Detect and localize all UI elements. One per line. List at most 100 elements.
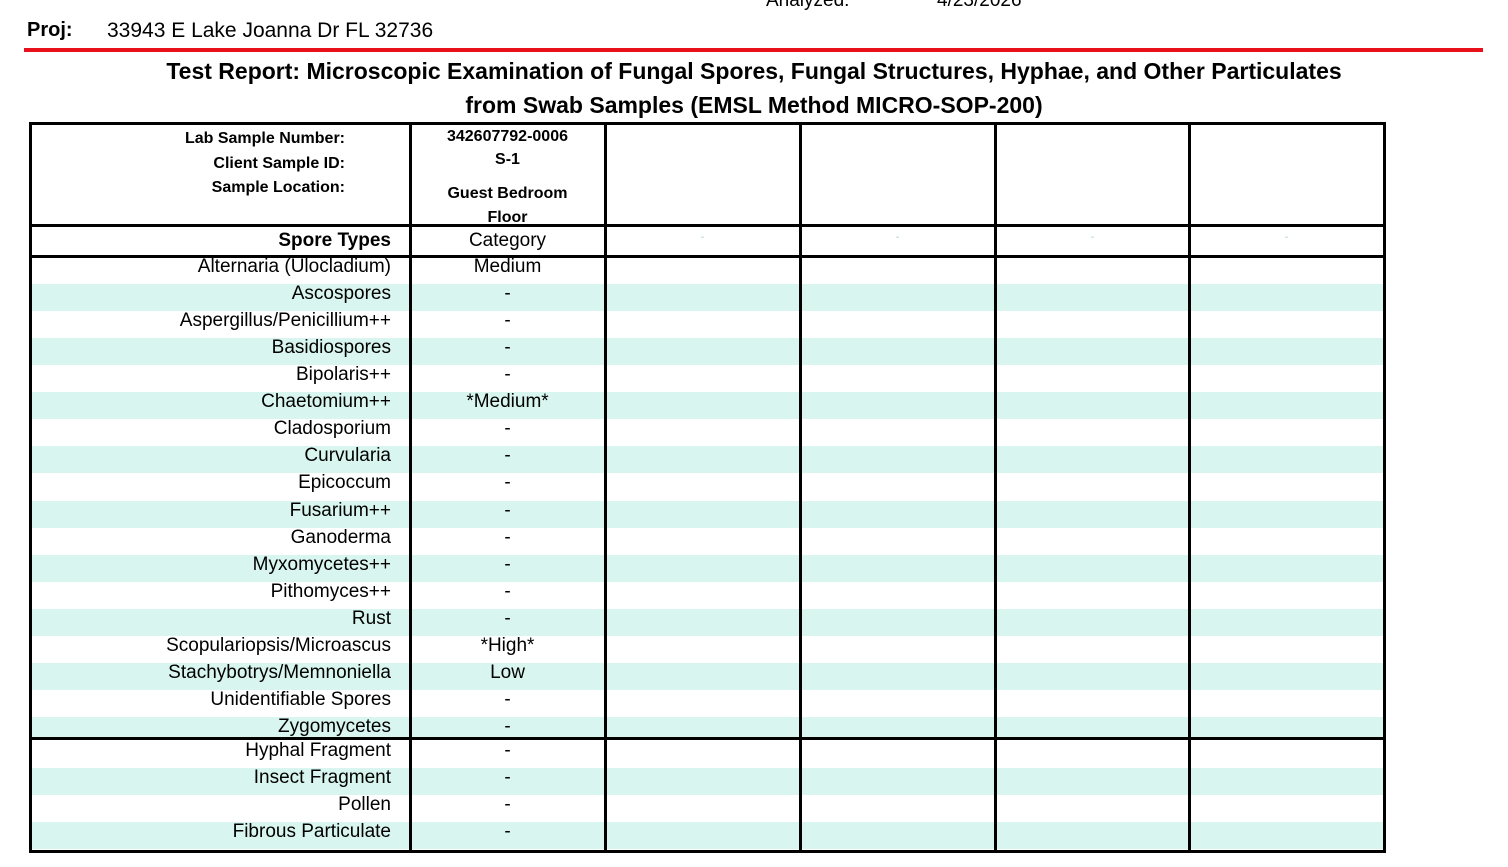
table-row: Fusarium++ - <box>30 499 1384 528</box>
spore-type: Insect Fragment <box>253 767 391 789</box>
spore-type: Scopulariopsis/Microascus <box>166 634 391 656</box>
category: - <box>504 553 511 575</box>
category: - <box>504 337 511 359</box>
table-row: Ganoderma - <box>30 526 1384 555</box>
category: - <box>504 607 511 629</box>
spore-type: Rust <box>351 607 391 629</box>
empty-mark: - <box>1090 232 1095 243</box>
table-row: Zygomycetes - <box>30 716 1384 738</box>
v-line <box>994 122 997 853</box>
v-line <box>799 122 802 853</box>
sample-label: Client Sample ID: <box>213 155 345 172</box>
title-line: from Swab Samples (EMSL Method MICRO-SOP… <box>465 92 1043 118</box>
analyzed-label: Analyzed: <box>766 0 850 11</box>
red-rule <box>24 48 1483 52</box>
category: - <box>504 794 511 816</box>
category: - <box>504 445 511 467</box>
category: *High* <box>480 634 535 656</box>
v-line <box>1188 122 1191 853</box>
table-row: Pithomyces++ - <box>30 580 1384 609</box>
spore-type: Bipolaris++ <box>295 364 391 386</box>
table-row: Epicoccum - <box>30 472 1384 500</box>
spore-type: Zygomycetes <box>278 716 391 738</box>
table-row: Curvularia - <box>30 445 1384 474</box>
spore-type: Myxomycetes++ <box>252 553 391 575</box>
category: - <box>504 688 511 710</box>
v-line <box>29 122 32 853</box>
table-row: Myxomycetes++ - <box>30 553 1384 582</box>
spore-type: Chaetomium++ <box>261 391 391 413</box>
category: Medium <box>473 257 542 277</box>
h-line <box>29 255 1385 258</box>
project: 33943 E Lake Joanna Dr FL 32736 <box>107 19 434 42</box>
category: - <box>504 310 511 332</box>
spore-rows: Alternaria (Ulocladium) Medium Ascospores -… <box>0 257 1508 738</box>
empty-mark: - <box>1284 232 1289 243</box>
category: - <box>504 526 511 548</box>
category: - <box>504 767 511 789</box>
spore-type: Ganoderma <box>290 526 391 548</box>
spore-type: Unidentifiable Spores <box>210 688 391 710</box>
spore-type: Cladosporium <box>273 418 391 440</box>
category: - <box>504 716 511 738</box>
category: - <box>504 472 511 494</box>
spore-type: Fusarium++ <box>289 499 391 521</box>
spore-type: Basidiospores <box>271 337 391 359</box>
h-line <box>29 737 1385 740</box>
column-header: Spore Types <box>278 230 391 251</box>
other-rows: Hyphal Fragment - Insect Fragment - Pollen - F… <box>0 741 1508 852</box>
v-line <box>409 122 412 853</box>
lab-sample-number: 342607792-0006 <box>446 128 568 145</box>
category: *Medium* <box>466 391 549 413</box>
table-row: Chaetomium++ *Medium* <box>30 391 1384 420</box>
category: - <box>504 741 511 761</box>
spore-type: Alternaria (Ulocladium) <box>197 257 391 277</box>
h-line <box>29 850 1385 853</box>
spore-type: Ascospores <box>291 283 391 305</box>
table-row: Alternaria (Ulocladium) Medium <box>30 257 1384 284</box>
spore-type: Aspergillus/Penicillium++ <box>179 310 391 332</box>
table-row: Hyphal Fragment - <box>30 741 1384 768</box>
title-line: Test Report: Microscopic Examination of … <box>166 58 1342 84</box>
table-row: Scopulariopsis/Microascus *High* <box>30 634 1384 663</box>
spore-type: Hyphal Fragment <box>245 741 391 761</box>
analyzed-date: 4/23/2026 <box>937 0 1022 11</box>
table-row: Rust - <box>30 607 1384 636</box>
v-line <box>604 122 607 853</box>
spore-type: Curvularia <box>304 445 391 467</box>
table-row: Ascospores - <box>30 283 1384 312</box>
table-row: Pollen - <box>30 794 1384 822</box>
h-line <box>29 224 1385 227</box>
v-line <box>1383 122 1386 853</box>
category: - <box>504 418 511 440</box>
table-row: Fibrous Particulate - <box>30 821 1384 850</box>
spore-type: Stachybotrys/Memnoniella <box>168 661 391 683</box>
empty-mark: - <box>700 232 705 243</box>
table-row: Unidentifiable Spores - <box>30 688 1384 717</box>
table-row: Cladosporium - <box>30 418 1384 446</box>
empty-mark: - <box>895 232 900 243</box>
category: - <box>504 364 511 386</box>
category: - <box>504 580 511 602</box>
category: - <box>504 821 511 843</box>
client-sample-id: S-1 <box>495 151 520 168</box>
spore-type: Fibrous Particulate <box>232 821 391 843</box>
table-row: Basidiospores - <box>30 337 1384 366</box>
table-row: Stachybotrys/Memnoniella Low <box>30 661 1384 690</box>
project-label: Proj: <box>27 19 73 41</box>
spore-type: Epicoccum <box>298 472 391 494</box>
spore-type: Pithomyces++ <box>270 580 391 602</box>
spore-type: Pollen <box>338 794 391 816</box>
sample-location: Guest Bedroom Floor <box>447 185 568 226</box>
category: Low <box>490 661 525 683</box>
table-row: Aspergillus/Penicillium++ - <box>30 310 1384 338</box>
sample-label: Sample Location: <box>211 179 345 196</box>
table-row: Insect Fragment - <box>30 767 1384 796</box>
category: - <box>504 499 511 521</box>
table-row: Bipolaris++ - <box>30 364 1384 392</box>
h-line <box>29 122 1385 125</box>
category: - <box>504 283 511 305</box>
column-header: Category <box>468 230 547 251</box>
sample-label: Lab Sample Number: <box>184 130 345 147</box>
